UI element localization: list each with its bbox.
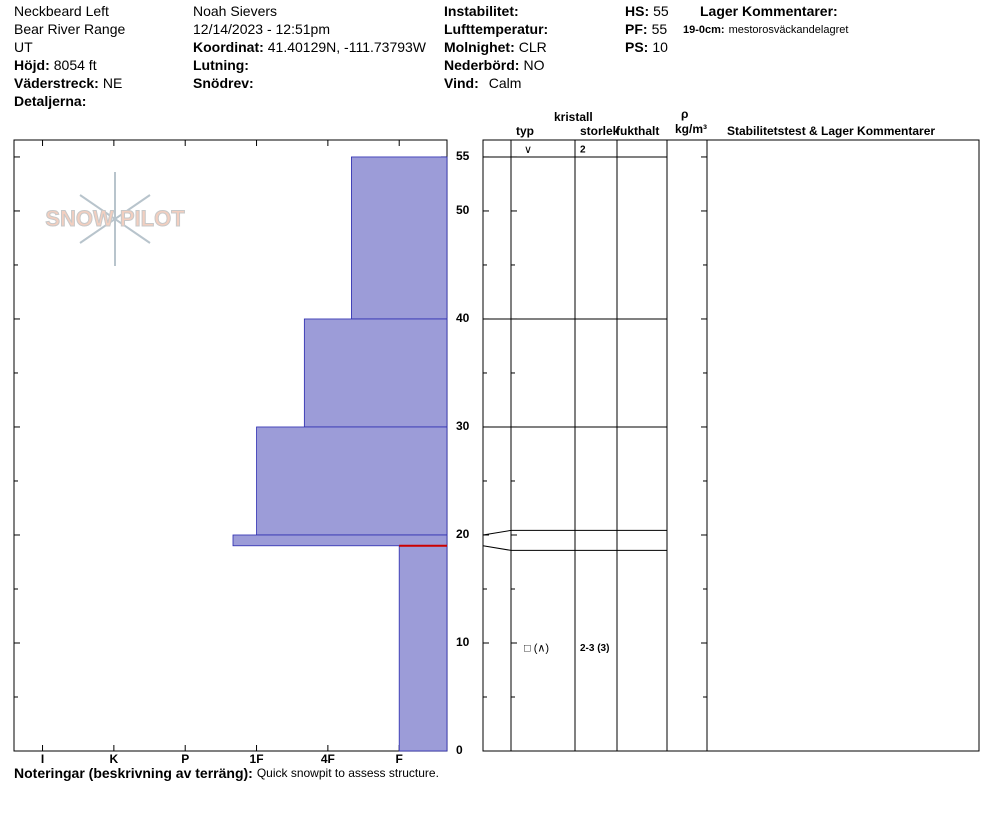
table-header: typ	[516, 124, 534, 138]
grain-size: 2-3 (3)	[580, 643, 609, 654]
header-label: Väderstreck:	[14, 75, 99, 91]
header-text: Bear River Range	[14, 21, 125, 37]
header-label: Vind:	[444, 75, 479, 91]
hardness-bar	[351, 156, 448, 320]
header-field: Noah Sievers	[193, 3, 277, 19]
header-label: 19-0cm:	[683, 24, 725, 36]
header-field: Höjd: 8054 ft	[14, 57, 97, 73]
hardness-bar	[303, 318, 448, 428]
table-header: ρ	[681, 107, 688, 121]
header-text: Noah Sievers	[193, 3, 277, 19]
header-label: Koordinat:	[193, 39, 264, 55]
footer: Noteringar (beskrivning av terräng): Quic…	[14, 765, 439, 781]
logo-flake	[79, 172, 151, 266]
header-label: PF:	[625, 21, 648, 37]
table-columns	[510, 140, 708, 751]
x-tick-label: F	[396, 752, 403, 766]
header-value: mestorosväckandelagret	[729, 24, 849, 36]
header-field: Detaljerna:	[14, 93, 86, 109]
table-header: kristall	[554, 110, 593, 124]
table-frame	[482, 139, 980, 752]
grain-size: 2	[580, 145, 586, 156]
y-tick-label: 0	[456, 743, 463, 757]
x-tick-label: I	[41, 752, 44, 766]
hardness-bar	[256, 426, 448, 536]
header-field: Bear River Range	[14, 21, 125, 37]
header-field: UT	[14, 39, 33, 55]
hardness-bar	[232, 534, 448, 547]
header-field: 19-0cm: mestorosväckandelagret	[683, 24, 848, 36]
x-tick-label: P	[181, 752, 189, 766]
layer-boundary	[482, 529, 667, 536]
table-header: fukthalt	[616, 124, 659, 138]
header-field: Molnighet: CLR	[444, 39, 547, 55]
header-value: 10	[652, 39, 668, 55]
header-value: CLR	[519, 39, 547, 55]
footer-label: Noteringar (beskrivning av terräng):	[14, 765, 253, 781]
y-tick-label: 55	[456, 149, 470, 163]
header-label: HS:	[625, 3, 649, 19]
footer-value: Quick snowpit to assess structure.	[257, 766, 439, 780]
header-field: Lutning:	[193, 57, 249, 73]
header-value: 55	[652, 21, 668, 37]
x-tick-label: K	[110, 752, 119, 766]
y-tick-label: 20	[456, 527, 470, 541]
header-field: PF: 55	[625, 21, 667, 37]
header-label: Lager Kommentarer:	[700, 3, 838, 19]
header-field: HS: 55	[625, 3, 669, 19]
header-value: 8054 ft	[54, 57, 97, 73]
x-tick-label: 4F	[321, 752, 335, 766]
header-label: Lufttemperatur:	[444, 21, 548, 37]
table-header: kg/m³	[675, 122, 707, 136]
y-tick-label: 50	[456, 203, 470, 217]
header-value: Calm	[489, 75, 522, 91]
header-field: Vind: Calm	[444, 75, 521, 91]
header-field: Lufttemperatur:	[444, 21, 548, 37]
header-field: Neckbeard Left	[14, 3, 109, 19]
x-tick-label: 1F	[250, 752, 264, 766]
header-text: UT	[14, 39, 33, 55]
header-label: Lutning:	[193, 57, 249, 73]
header-field: Snödrev:	[193, 75, 254, 91]
header-field: 12/14/2023 - 12:51pm	[193, 21, 330, 37]
header-value: 55	[653, 3, 669, 19]
grain-type: □ (∧)	[524, 642, 549, 654]
header-field: Lager Kommentarer:	[700, 3, 838, 19]
logo: SNOW PILOT	[45, 206, 185, 231]
header-label: Nederbörd:	[444, 57, 519, 73]
header-label: Detaljerna:	[14, 93, 86, 109]
header-text: Neckbeard Left	[14, 3, 109, 19]
header-value: NE	[103, 75, 122, 91]
header-field: Koordinat: 41.40129N, -111.73793W	[193, 39, 427, 55]
layer-boundary	[482, 545, 667, 551]
y-tick-label: 10	[456, 635, 470, 649]
header-value: 41.40129N, -111.73793W	[268, 39, 427, 55]
header-field: Nederbörd: NO	[444, 57, 545, 73]
header-label: Molnighet:	[444, 39, 515, 55]
header-label: Höjd:	[14, 57, 50, 73]
header-text: 12/14/2023 - 12:51pm	[193, 21, 330, 37]
header-field: Väderstreck: NE	[14, 75, 122, 91]
header-label: Snödrev:	[193, 75, 254, 91]
header-value: NO	[523, 57, 544, 73]
grain-type: ∨	[524, 144, 532, 156]
table-header: Stabilitetstest & Lager Kommentarer	[727, 124, 935, 138]
header-label: Instabilitet:	[444, 3, 519, 19]
header-field: Instabilitet:	[444, 3, 519, 19]
y-tick-label: 30	[456, 419, 470, 433]
header-field: PS: 10	[625, 39, 668, 55]
table-header: storlek	[580, 124, 620, 138]
header-label: PS:	[625, 39, 648, 55]
y-tick-label: 40	[456, 311, 470, 325]
hardness-bar	[398, 545, 448, 752]
